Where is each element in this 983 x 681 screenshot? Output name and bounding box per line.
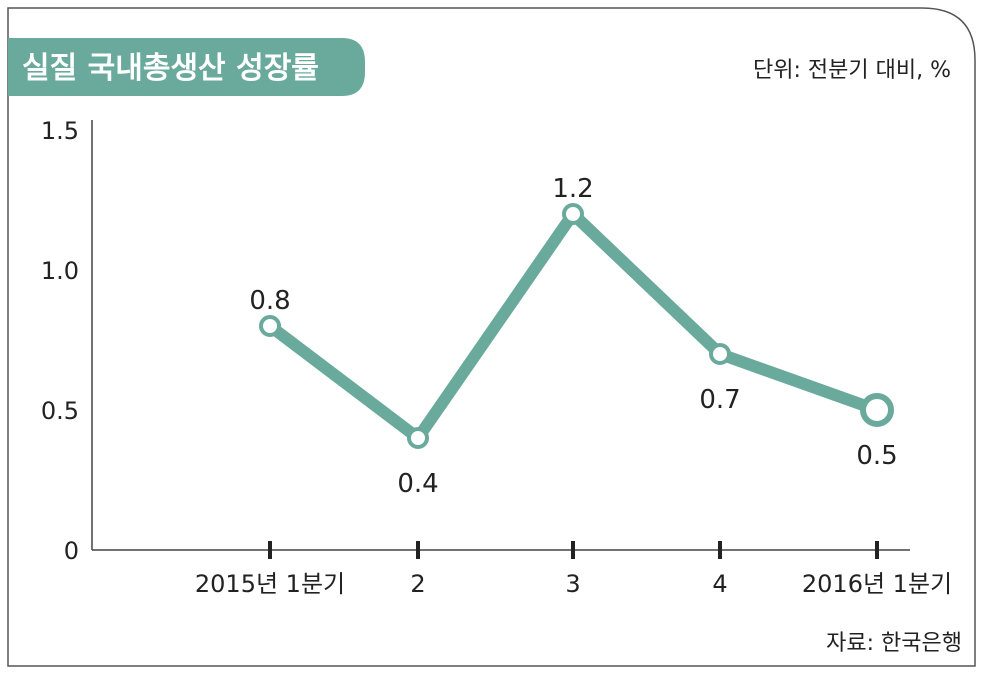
data-label: 0.8 (249, 286, 290, 316)
data-point (259, 315, 281, 337)
data-point (860, 393, 894, 427)
data-label: 0.7 (699, 385, 740, 415)
data-point (407, 427, 429, 449)
x-tick-label: 3 (565, 570, 580, 598)
data-points (259, 203, 894, 449)
data-label: 0.5 (856, 441, 897, 471)
x-tick-labels: 2015년 1분기 2 3 4 2016년 1분기 (195, 570, 952, 598)
data-labels: 0.8 0.4 1.2 0.7 0.5 (249, 174, 897, 499)
unit-label: 단위: 전분기 대비, % (753, 58, 951, 83)
data-label: 0.4 (397, 469, 438, 499)
x-ticks (268, 541, 879, 559)
data-point (562, 203, 584, 225)
x-tick-label: 4 (712, 570, 727, 598)
y-tick-label: 1.5 (41, 117, 79, 145)
y-tick-label: 0 (64, 537, 79, 565)
y-tick-label: 0.5 (41, 397, 79, 425)
y-tick-label: 1.0 (41, 257, 79, 285)
data-label: 1.2 (552, 174, 593, 204)
source-label: 자료: 한국은행 (826, 631, 962, 656)
y-tick-labels: 0 0.5 1.0 1.5 (41, 117, 79, 565)
title-tab (8, 38, 365, 96)
data-point (709, 343, 731, 365)
x-tick-label: 2015년 1분기 (195, 570, 345, 598)
x-tick-label: 2 (410, 570, 425, 598)
chart-title: 실질 국내총생산 성장률 (22, 51, 319, 86)
x-tick-label: 2016년 1분기 (802, 570, 952, 598)
